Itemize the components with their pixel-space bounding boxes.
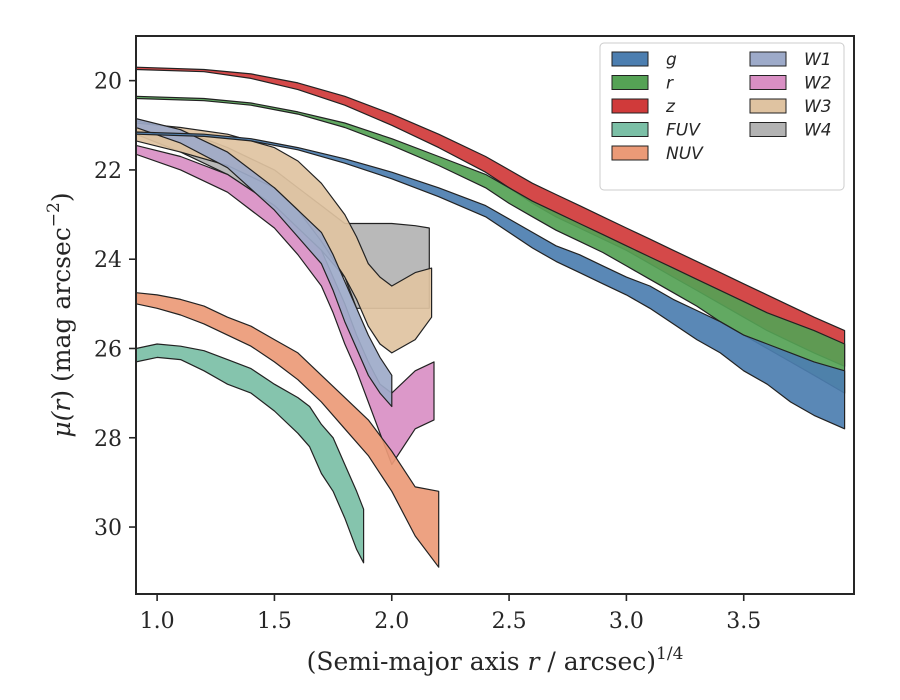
x-tick-label: 3.0 [609, 609, 644, 634]
legend-label-nuv: NUV [666, 144, 704, 164]
y-axis-label-close: ) [47, 192, 76, 202]
legend-swatch-g [612, 52, 648, 66]
y-tick-label: 30 [94, 516, 122, 541]
legend-label-w3: W3 [804, 97, 832, 117]
legend-label-w2: W2 [804, 74, 832, 94]
y-tick-label: 20 [94, 70, 122, 95]
legend-swatch-w3 [750, 99, 786, 113]
y-tick-label: 24 [94, 248, 122, 273]
y-tick-label: 26 [94, 337, 122, 362]
y-tick-label: 22 [94, 159, 122, 184]
x-tick-label: 2.0 [374, 609, 409, 634]
legend-swatch-w1 [750, 52, 786, 66]
legend-label-r: r [666, 74, 674, 94]
x-tick-label: 2.5 [492, 609, 527, 634]
x-axis-label-tail: / arcsec) [539, 647, 656, 676]
chart: 1.0 1.5 2.0 2.5 3.0 3.5 20 22 24 26 28 30 (Semi-ma… [0, 0, 900, 700]
x-axis-label: (Semi-major axis r / arcsec)1/4 [307, 644, 684, 676]
x-axis-label-main: (Semi-major axis [307, 647, 528, 676]
legend-swatch-w4 [750, 123, 786, 137]
legend-swatch-nuv [612, 146, 648, 160]
legend-label-fuv: FUV [666, 121, 701, 141]
y-axis-label-exponent: −2 [44, 202, 64, 227]
y-tick-label: 28 [94, 427, 122, 452]
y-axis-label-mu: μ( [47, 410, 76, 437]
legend: grz FUV NUV W1 W2 W3 W4 [600, 43, 844, 190]
x-axis-label-exponent: 1/4 [656, 644, 683, 664]
legend-label-g: g [666, 50, 677, 70]
legend-swatch-fuv [612, 123, 648, 137]
x-tick-label: 1.0 [140, 609, 175, 634]
y-axis-label-tail: ) (mag arcsec [47, 227, 76, 400]
x-tick-label: 1.5 [257, 609, 292, 634]
legend-swatch-r [612, 76, 648, 90]
legend-label-w4: W4 [804, 121, 832, 141]
legend-label-z: z [665, 97, 676, 117]
legend-swatch-w2 [750, 76, 786, 90]
y-axis-label: μ(r) (mag arcsec−2) [44, 192, 76, 437]
legend-swatch-z [612, 99, 648, 113]
x-tick-label: 3.5 [726, 609, 761, 634]
legend-label-w1: W1 [804, 50, 832, 70]
